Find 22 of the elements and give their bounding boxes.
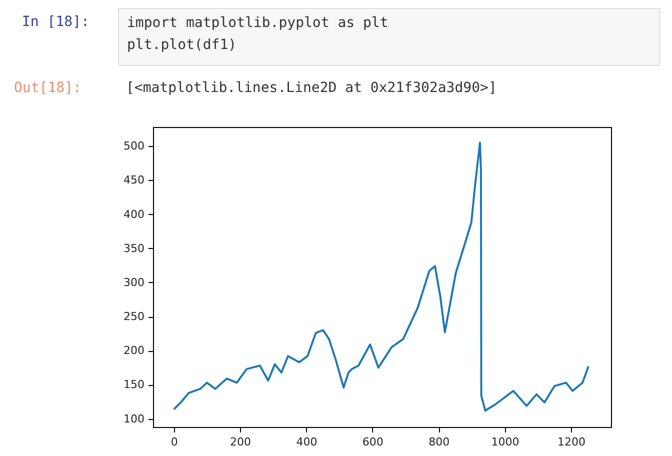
x-tick-label: 0 [170,436,178,448]
y-tick-label: 200 [124,344,144,358]
y-tick-label: 400 [124,208,144,221]
y-tick-label: 100 [124,412,144,426]
text: plt.plot(df1) [127,37,237,53]
y-tick-label: 350 [124,242,144,255]
line-series [172,142,590,412]
text: import matplotlib.pyplot as plt [127,15,388,31]
y-tick-label: 450 [124,174,144,187]
text: Out[18]: [14,80,82,96]
x-tick-label: 400 [296,436,318,448]
y-tick-label: 300 [124,276,144,289]
text: [<matplotlib.lines.Line2D at 0x21f302a3d90>] [126,80,497,96]
x-tick-label: 1000 [491,436,520,448]
x-tick-label: 800 [428,436,450,448]
y-tick-label: 500 [124,140,144,153]
x-tick-label: 1200 [557,436,586,448]
x-tick-label: 600 [362,436,384,448]
y-tick-label: 250 [124,310,144,324]
text: In [18]: [22,14,90,30]
y-tick-label: 150 [124,378,144,392]
x-tick-label: 200 [230,436,252,448]
